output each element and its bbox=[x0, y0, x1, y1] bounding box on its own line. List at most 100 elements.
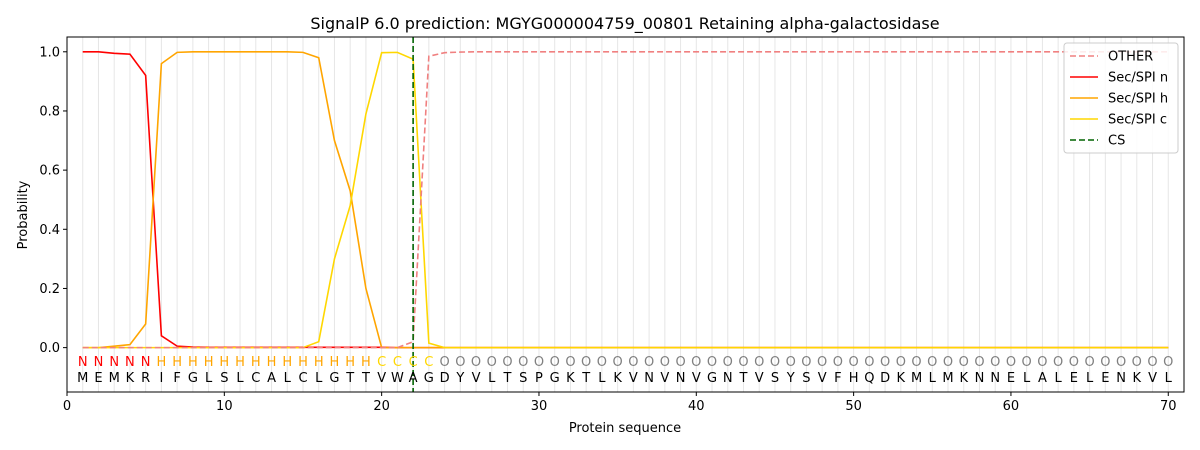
sequence-residue: N bbox=[975, 371, 985, 386]
sequence-residue: L bbox=[1055, 371, 1063, 386]
legend-label: Sec/SPI h bbox=[1108, 92, 1168, 107]
predicted-label: H bbox=[282, 355, 292, 370]
sequence-residue: A bbox=[409, 371, 418, 386]
predicted-label: O bbox=[1100, 355, 1110, 370]
predicted-label: O bbox=[786, 355, 796, 370]
y-tick-label: 0.4 bbox=[39, 223, 60, 238]
predicted-label: H bbox=[235, 355, 245, 370]
predicted-label: O bbox=[1116, 355, 1126, 370]
predicted-label: O bbox=[518, 355, 528, 370]
x-axis-label: Protein sequence bbox=[569, 421, 681, 436]
predicted-label: O bbox=[943, 355, 953, 370]
sequence-residue: L bbox=[315, 371, 323, 386]
predicted-label: O bbox=[581, 355, 591, 370]
predicted-label: O bbox=[597, 355, 607, 370]
legend-label: Sec/SPI c bbox=[1108, 113, 1167, 128]
sequence-residue: T bbox=[361, 371, 370, 386]
predicted-label: O bbox=[817, 355, 827, 370]
plot-frame bbox=[66, 36, 1185, 393]
legend-box bbox=[1063, 42, 1179, 154]
sequence-residue: N bbox=[990, 371, 1000, 386]
predicted-label: O bbox=[754, 355, 764, 370]
sequence-residue: Y bbox=[786, 371, 795, 386]
sequence-residue: S bbox=[771, 371, 779, 386]
predicted-label: H bbox=[298, 355, 308, 370]
predicted-label: C bbox=[377, 355, 386, 370]
series-line-sec-spi-n bbox=[82, 50, 1169, 349]
sequence-residue: T bbox=[581, 371, 590, 386]
x-tick-label: 0 bbox=[63, 399, 71, 414]
predicted-label: O bbox=[974, 355, 984, 370]
sequence-residue: K bbox=[566, 371, 575, 386]
predicted-label: O bbox=[628, 355, 638, 370]
sequence-residue: M bbox=[911, 371, 922, 386]
predicted-label: H bbox=[251, 355, 261, 370]
predicted-label: O bbox=[1084, 355, 1094, 370]
legend-label: OTHER bbox=[1108, 50, 1153, 65]
predicted-label: O bbox=[502, 355, 512, 370]
sequence-letters-layer: NMNENMNKNRHIHFHGHLHSHLHCHAHLHCHLHGHTHTCV… bbox=[77, 355, 1173, 386]
legend-label: Sec/SPI n bbox=[1108, 71, 1168, 86]
y-tick-label: 0.6 bbox=[39, 164, 60, 179]
predicted-label: O bbox=[707, 355, 717, 370]
x-tick-label: 20 bbox=[373, 399, 390, 414]
sequence-residue: L bbox=[205, 371, 213, 386]
sequence-residue: S bbox=[519, 371, 527, 386]
sequence-residue: L bbox=[598, 371, 606, 386]
predicted-label: O bbox=[864, 355, 874, 370]
sequence-residue: K bbox=[897, 371, 906, 386]
sequence-residue: R bbox=[141, 371, 150, 386]
sequence-residue: K bbox=[126, 371, 135, 386]
predicted-label: H bbox=[157, 355, 167, 370]
sequence-residue: D bbox=[440, 371, 450, 386]
sequence-residue: Y bbox=[455, 371, 464, 386]
predicted-label: O bbox=[691, 355, 701, 370]
sequence-residue: L bbox=[236, 371, 244, 386]
legend-label: CS bbox=[1108, 134, 1125, 149]
sequence-residue: L bbox=[488, 371, 496, 386]
grid-layer bbox=[82, 37, 1169, 392]
sequence-residue: C bbox=[251, 371, 260, 386]
sequence-residue: M bbox=[942, 371, 953, 386]
sequence-residue: M bbox=[109, 371, 120, 386]
predicted-label: H bbox=[361, 355, 371, 370]
predicted-label: O bbox=[550, 355, 560, 370]
y-tick-label: 1.0 bbox=[39, 45, 60, 60]
sequence-residue: I bbox=[159, 371, 163, 386]
x-tick-label: 60 bbox=[1003, 399, 1020, 414]
sequence-residue: V bbox=[818, 371, 827, 386]
predicted-label: C bbox=[393, 355, 402, 370]
predicted-label: N bbox=[125, 355, 135, 370]
predicted-label: O bbox=[880, 355, 890, 370]
predicted-label: H bbox=[345, 355, 355, 370]
predicted-label: O bbox=[487, 355, 497, 370]
x-axis: 0 10 20 30 40 50 60 70 bbox=[63, 392, 1177, 414]
predicted-label: O bbox=[455, 355, 465, 370]
predicted-label: O bbox=[801, 355, 811, 370]
sequence-residue: N bbox=[1116, 371, 1126, 386]
sequence-residue: W bbox=[391, 371, 404, 386]
sequence-residue: V bbox=[472, 371, 481, 386]
predicted-label: O bbox=[471, 355, 481, 370]
sequence-residue: A bbox=[267, 371, 276, 386]
sequence-residue: G bbox=[188, 371, 198, 386]
predicted-label: O bbox=[849, 355, 859, 370]
sequence-residue: K bbox=[1133, 371, 1142, 386]
predicted-label: O bbox=[990, 355, 1000, 370]
sequence-residue: K bbox=[613, 371, 622, 386]
chart-title: SignalP 6.0 prediction: MGYG000004759_00… bbox=[310, 14, 939, 34]
predicted-label: O bbox=[644, 355, 654, 370]
sequence-residue: E bbox=[94, 371, 102, 386]
sequence-residue: G bbox=[550, 371, 560, 386]
predicted-label: O bbox=[723, 355, 733, 370]
series-line-sec-spi-h bbox=[82, 50, 1169, 349]
series-line-other bbox=[82, 50, 1169, 349]
sequence-residue: S bbox=[802, 371, 810, 386]
predicted-label: O bbox=[738, 355, 748, 370]
sequence-residue: T bbox=[503, 371, 512, 386]
x-tick-label: 50 bbox=[845, 399, 862, 414]
sequence-residue: E bbox=[1101, 371, 1109, 386]
predicted-label: H bbox=[188, 355, 198, 370]
y-axis: 0.0 0.2 0.4 0.6 0.8 1.0 bbox=[39, 45, 67, 356]
